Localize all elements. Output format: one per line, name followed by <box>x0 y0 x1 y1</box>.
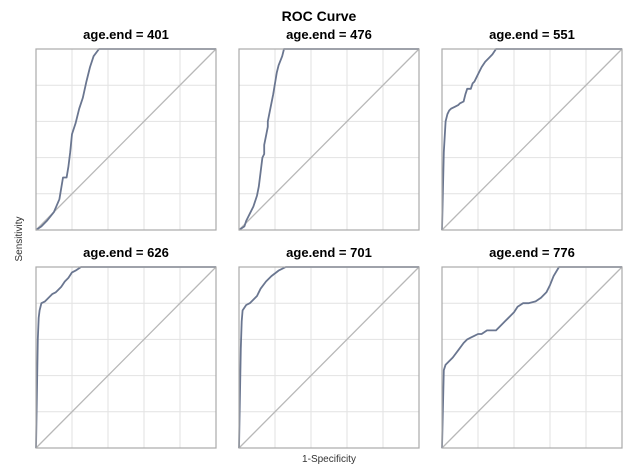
chance-diagonal-line <box>35 266 217 449</box>
panel-frame <box>238 266 420 449</box>
roc-panel: age.end = 551 <box>441 27 623 231</box>
roc-panel: age.end = 776 <box>441 245 623 449</box>
roc-curve-line <box>441 266 622 449</box>
panel-title: age.end = 626 <box>83 245 169 260</box>
panel-title: age.end = 701 <box>286 245 372 260</box>
panel-title: age.end = 551 <box>489 27 575 42</box>
chance-diagonal-line <box>238 266 420 449</box>
panel-frame <box>441 48 623 231</box>
panel-frame <box>441 266 623 449</box>
roc-panel: age.end = 701 <box>238 245 420 449</box>
chance-diagonal-line <box>238 48 420 231</box>
panel-frame <box>238 48 420 231</box>
roc-panel: age.end = 401 <box>35 27 217 231</box>
chart-title: ROC Curve <box>282 8 357 24</box>
panel-title: age.end = 401 <box>83 27 169 42</box>
panel-grid: age.end = 401 age.end = 476 age.end = 551 a… <box>35 27 623 449</box>
y-axis-label: Sensitivity <box>14 216 25 261</box>
panel-title: age.end = 476 <box>286 27 372 42</box>
chance-diagonal-line <box>441 266 623 449</box>
panel-title: age.end = 776 <box>489 245 575 260</box>
panel-frame <box>35 48 217 231</box>
roc-panel: age.end = 626 <box>35 245 217 449</box>
roc-panel: age.end = 476 <box>238 27 420 231</box>
panel-frame <box>35 266 217 449</box>
roc-curve-line <box>441 48 622 231</box>
chance-diagonal-line <box>35 48 217 231</box>
chance-diagonal-line <box>441 48 623 231</box>
x-axis-label: 1-Specificity <box>302 454 356 465</box>
